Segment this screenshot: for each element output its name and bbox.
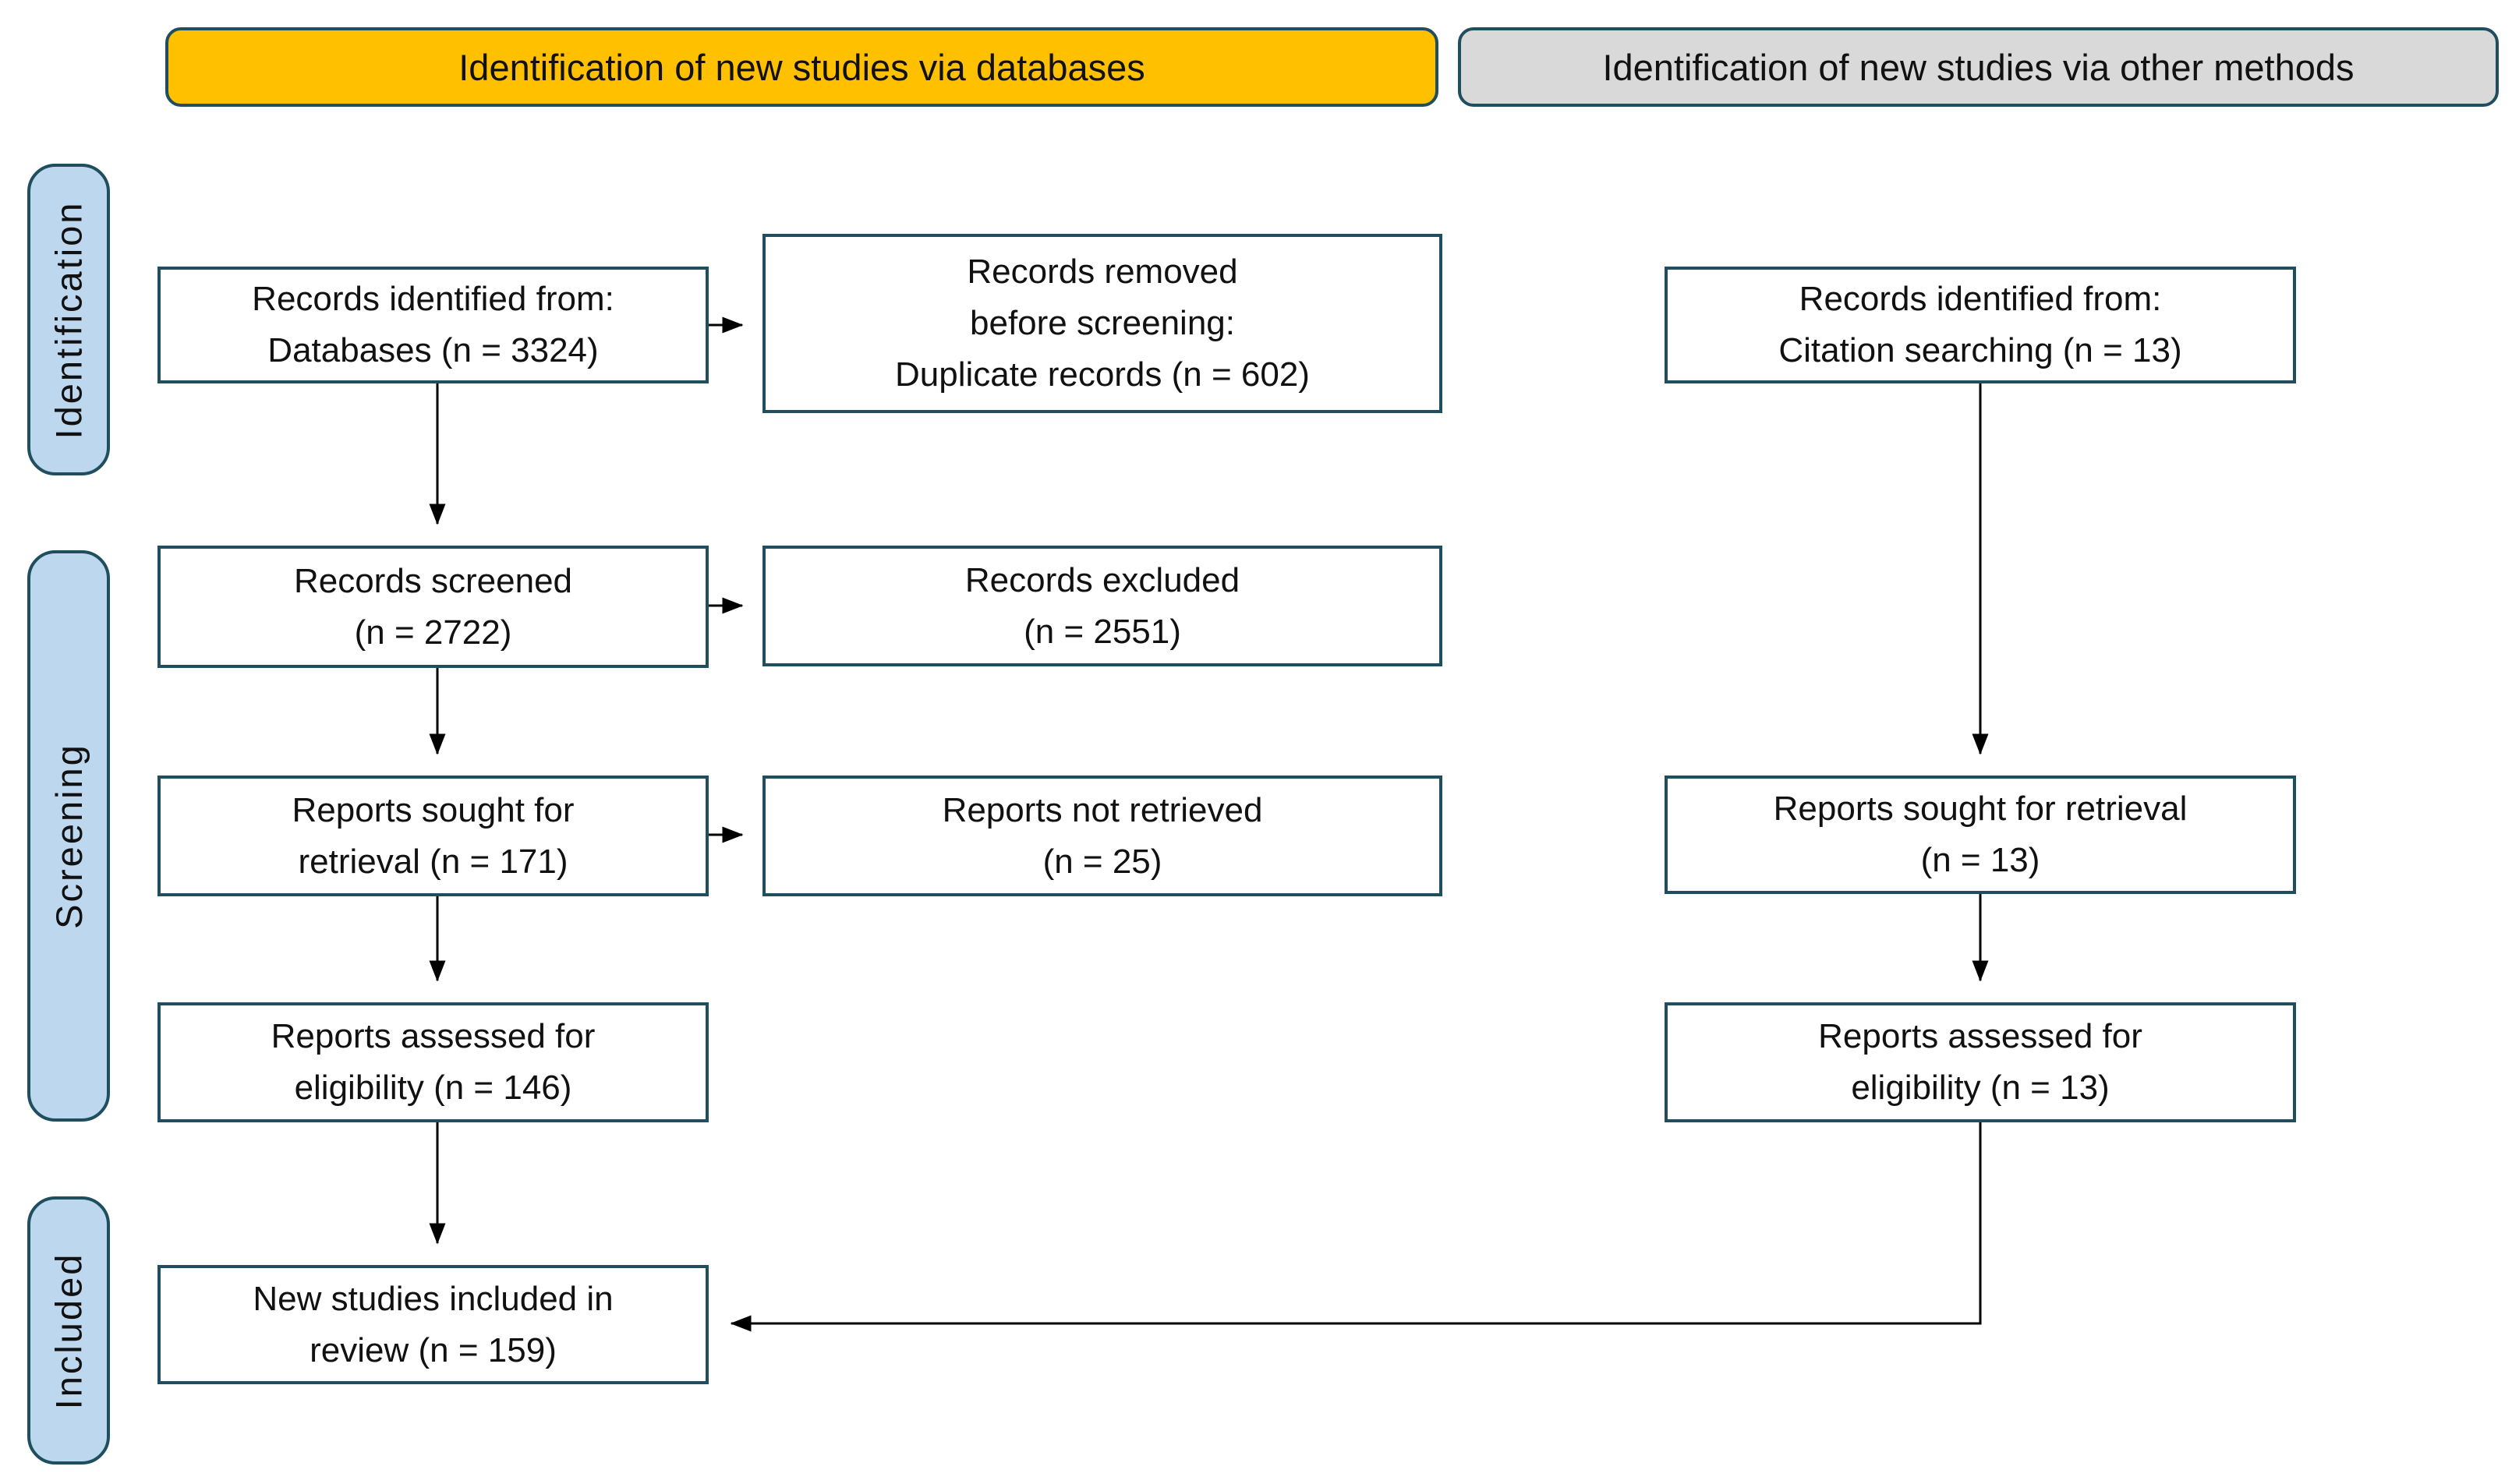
box-text-line: Reports sought for [292,790,575,829]
banner-label: Identification of new studies via databa… [458,46,1145,88]
box-reports-not-retrieved: Reports not retrieved (n = 25) [762,776,1442,896]
box-text-line: (n = 13) [1920,841,2040,879]
stage-label-screening: Screening [27,550,110,1122]
box-records-excluded: Records excluded (n = 2551) [762,546,1442,666]
box-reports-sought-other: Reports sought for retrieval (n = 13) [1665,776,2296,894]
box-records-screened: Records screened (n = 2722) [157,546,709,668]
box-text-line: (n = 25) [1042,842,1162,881]
box-reports-assessed-databases: Reports assessed for eligibility (n = 14… [157,1002,709,1122]
box-text-line: (n = 2551) [1024,612,1181,651]
banner-new-studies-via-databases: Identification of new studies via databa… [165,27,1438,107]
box-records-removed: Records removed before screening: Duplic… [762,234,1442,413]
stage-label-identification: Identification [27,164,110,475]
stage-label-text: Identification [48,200,90,439]
box-text-line: Citation searching (n = 13) [1778,331,2182,369]
box-text-line: Reports not retrieved [942,790,1263,829]
box-text-line: Reports assessed for [271,1017,596,1055]
box-text-line: Records identified from: [1799,280,2162,318]
box-text-line: Reports sought for retrieval [1773,790,2188,828]
box-text-line: Duplicate records (n = 602) [895,355,1310,394]
banner-new-studies-via-other-methods: Identification of new studies via other … [1458,27,2499,107]
box-text-line: review (n = 159) [310,1330,557,1369]
box-text-line: Records removed [967,253,1238,291]
box-reports-sought-databases: Reports sought for retrieval (n = 171) [157,776,709,896]
box-text-line: Reports assessed for [1818,1017,2142,1055]
box-text-line: retrieval (n = 171) [298,842,568,881]
box-text-line: (n = 2722) [354,613,512,652]
box-text-line: Databases (n = 3324) [267,331,599,369]
box-reports-assessed-other: Reports assessed for eligibility (n = 13… [1665,1002,2296,1122]
box-text-line: before screening: [970,304,1235,342]
stage-label-text: Included [48,1252,90,1409]
box-text-line: eligibility (n = 13) [1851,1069,2110,1107]
box-text-line: eligibility (n = 146) [294,1069,572,1107]
stage-label-text: Screening [48,743,90,929]
box-records-identified-citation: Records identified from: Citation search… [1665,267,2296,383]
box-text-line: New studies included in [253,1279,614,1318]
box-text-line: Records identified from: [252,280,614,318]
box-text-line: Records screened [293,561,573,600]
arrow-assessed-other-to-included [730,1122,1982,1332]
box-text-line: Records excluded [964,560,1240,599]
box-records-identified-databases: Records identified from: Databases (n = … [157,267,709,383]
banner-label: Identification of new studies via other … [1602,46,2355,88]
stage-label-included: Included [27,1196,110,1465]
box-new-studies-included: New studies included in review (n = 159) [157,1265,709,1384]
